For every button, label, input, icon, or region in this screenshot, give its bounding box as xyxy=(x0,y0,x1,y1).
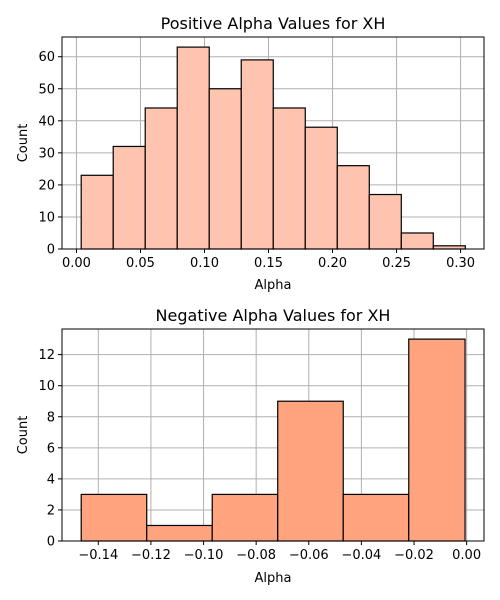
y-tick-label: 0 xyxy=(47,243,55,258)
histogram-bar xyxy=(211,493,279,542)
y-tick-label: 20 xyxy=(38,178,55,193)
x-tick-label: 0.30 xyxy=(446,256,475,271)
histogram-bar xyxy=(146,524,213,542)
y-tick-label: 60 xyxy=(38,50,55,65)
y-axis-label: Count xyxy=(16,124,31,163)
chart-title: Negative Alpha Values for XH xyxy=(156,306,391,325)
y-tick-label: 6 xyxy=(47,441,55,456)
y-tick-label: 12 xyxy=(38,348,55,363)
y-axis-label: Count xyxy=(16,416,31,455)
x-tick-label: 0.00 xyxy=(62,256,91,271)
histogram-bar xyxy=(208,88,242,250)
x-tick-label: −0.02 xyxy=(394,548,434,563)
bars xyxy=(80,338,466,542)
ticks: 0.00 0.05 0.10 0.15 0.20 0.25 0.30 0 10 20 30 40 50 6… xyxy=(38,50,475,271)
x-tick-label: −0.04 xyxy=(341,548,381,563)
y-tick-label: 2 xyxy=(47,503,55,518)
plot-frame xyxy=(61,328,485,542)
y-tick-label: 10 xyxy=(38,210,55,225)
x-tick-label: −0.10 xyxy=(184,548,224,563)
histogram-bar xyxy=(304,126,338,250)
plot-frame xyxy=(61,36,485,250)
y-tick-label: 8 xyxy=(47,410,55,425)
histogram-bar xyxy=(408,338,466,542)
x-tick-label: −0.08 xyxy=(236,548,276,563)
histogram-bar xyxy=(277,400,344,542)
y-tick-label: 30 xyxy=(38,146,55,161)
histogram-bar xyxy=(368,193,402,250)
histogram-bar xyxy=(342,493,410,542)
histogram-bar xyxy=(400,232,434,250)
x-tick-label: 0.05 xyxy=(126,256,155,271)
x-tick-label: −0.14 xyxy=(78,548,118,563)
x-tick-label: 0.25 xyxy=(382,256,411,271)
y-tick-label: 50 xyxy=(38,82,55,97)
histogram-bar xyxy=(80,174,114,250)
x-axis-label: Alpha xyxy=(255,278,292,293)
histogram-bar xyxy=(80,493,148,542)
x-tick-label: −0.06 xyxy=(289,548,329,563)
histogram-bar xyxy=(176,46,210,250)
x-tick-label: −0.12 xyxy=(131,548,171,563)
x-axis-label: Alpha xyxy=(255,571,292,586)
y-tick-label: 40 xyxy=(38,114,55,129)
x-tick-label: 0.00 xyxy=(452,548,481,563)
x-tick-label: 0.15 xyxy=(254,256,283,271)
y-tick-label: 10 xyxy=(38,379,55,394)
x-tick-label: 0.20 xyxy=(318,256,347,271)
x-tick-label: 0.10 xyxy=(190,256,219,271)
histogram-bar xyxy=(240,59,274,250)
histogram-bar xyxy=(144,107,178,250)
histogram-bar xyxy=(112,145,146,250)
y-tick-label: 0 xyxy=(47,535,55,550)
y-tick-label: 4 xyxy=(47,472,55,487)
histogram-bar xyxy=(336,165,370,250)
bars xyxy=(80,46,466,250)
negative-alpha-histogram: −0.14 −0.12 −0.10 −0.08 −0.06 −0.04 −0.02 0.00 0… xyxy=(16,306,485,586)
positive-alpha-histogram: 0.00 0.05 0.10 0.15 0.20 0.25 0.30 0 10 20 30 40 50 6… xyxy=(16,14,485,293)
chart-title: Positive Alpha Values for XH xyxy=(161,14,386,33)
ticks: −0.14 −0.12 −0.10 −0.08 −0.06 −0.04 −0.02 0.00 0… xyxy=(38,348,481,563)
histogram-bar xyxy=(272,107,306,250)
